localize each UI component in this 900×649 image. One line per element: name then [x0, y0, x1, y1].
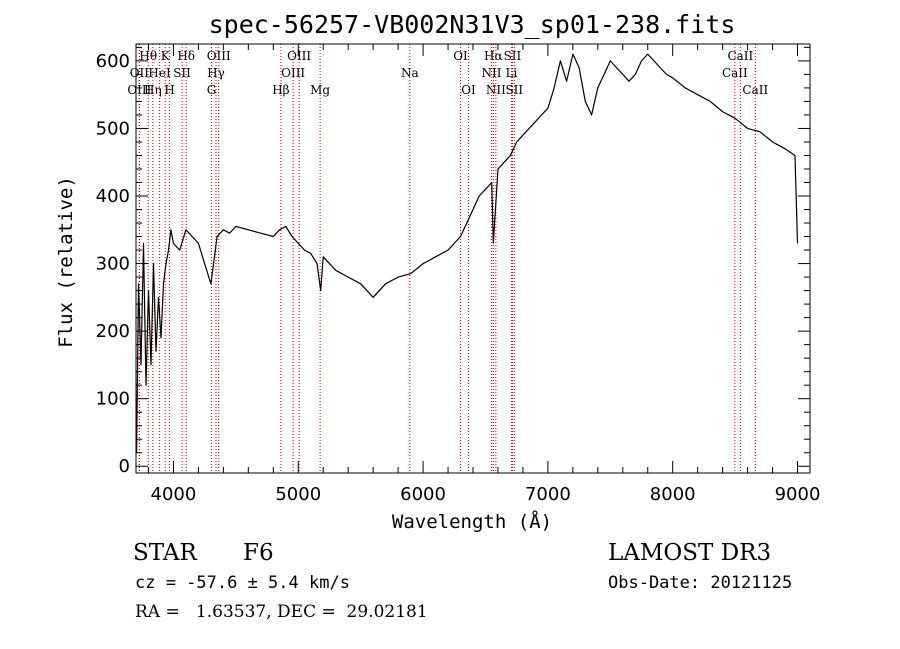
line-marker-label-15: Mg: [310, 83, 330, 97]
x-axis-label: Wavelength (Å): [392, 510, 552, 533]
y-tick-label-300: 300: [96, 254, 130, 275]
line-marker-label-8: Hδ: [177, 49, 195, 63]
x-tick-label-6000: 6000: [400, 484, 446, 505]
x-tick-label-8000: 8000: [650, 484, 696, 505]
line-marker-label-14: OIII: [287, 49, 311, 63]
x-tick-label-5000: 5000: [275, 484, 321, 505]
line-marker-label-2: OIII: [127, 83, 151, 97]
line-marker-label-17: OI: [453, 49, 468, 63]
x-tick-label-9000: 9000: [775, 484, 821, 505]
observation-date: Obs-Date: 20121125: [608, 573, 793, 593]
redshift-cz: cz = -57.6 ± 5.4 km/s: [135, 573, 350, 593]
chart-title: spec-56257-VB002N31V3_sp01-238.fits: [209, 10, 736, 39]
line-marker-label-25: CaII: [722, 66, 748, 80]
spectrum-series-0: [136, 53, 799, 453]
object-subclass: F6: [243, 540, 274, 566]
y-tick-label-600: 600: [96, 51, 130, 72]
y-tick-label-500: 500: [96, 118, 130, 139]
plot-frame: [135, 43, 811, 474]
line-marker-label-9: Hγ: [207, 66, 225, 80]
line-marker-label-22: SII: [504, 49, 522, 63]
line-marker-label-4: HeI: [148, 66, 171, 80]
x-tick-label-4000: 4000: [151, 484, 197, 505]
line-marker-label-1: OII: [130, 66, 150, 80]
line-marker-label-19: Hα: [484, 49, 503, 63]
object-class: STAR: [133, 540, 197, 566]
axes: 4000 5000 6000 7000 8000 9000 0 100 200 300 400 500…: [96, 43, 821, 505]
y-tick-label-100: 100: [96, 389, 130, 410]
line-marker-label-12: Hβ: [272, 83, 289, 97]
survey-name: LAMOST DR3: [608, 540, 772, 566]
y-axis-label: Flux (relative): [55, 176, 77, 348]
line-marker-label-13: OIII: [281, 66, 305, 80]
line-marker-label-10: OIII: [207, 49, 231, 63]
y-tick-label-400: 400: [96, 186, 130, 207]
line-marker-label-5: K: [161, 49, 171, 63]
coordinates: RA = 1.63537, DEC = 29.02181: [135, 602, 428, 622]
line-marker-label-23: Li: [506, 66, 518, 80]
line-marker-label-24: SII: [505, 83, 523, 97]
line-marker-label-21: NII: [486, 83, 506, 97]
y-tick-label-0: 0: [119, 456, 130, 477]
line-marker-label-7: SII: [173, 66, 191, 80]
line-marker-label-16: Na: [401, 66, 419, 80]
line-marker-label-20: NII: [481, 66, 501, 80]
line-marker-label-6: H: [164, 83, 174, 97]
plot-area: [136, 53, 799, 453]
line-marker-label-3: Hη: [144, 83, 162, 97]
line-marker-label-26: CaII: [727, 49, 753, 63]
line-marker-label-11: G: [207, 83, 217, 97]
y-tick-label-200: 200: [96, 321, 130, 342]
x-tick-label-7000: 7000: [525, 484, 571, 505]
line-marker-label-18: OI: [461, 83, 476, 97]
line-marker-label-27: CaII: [742, 83, 768, 97]
